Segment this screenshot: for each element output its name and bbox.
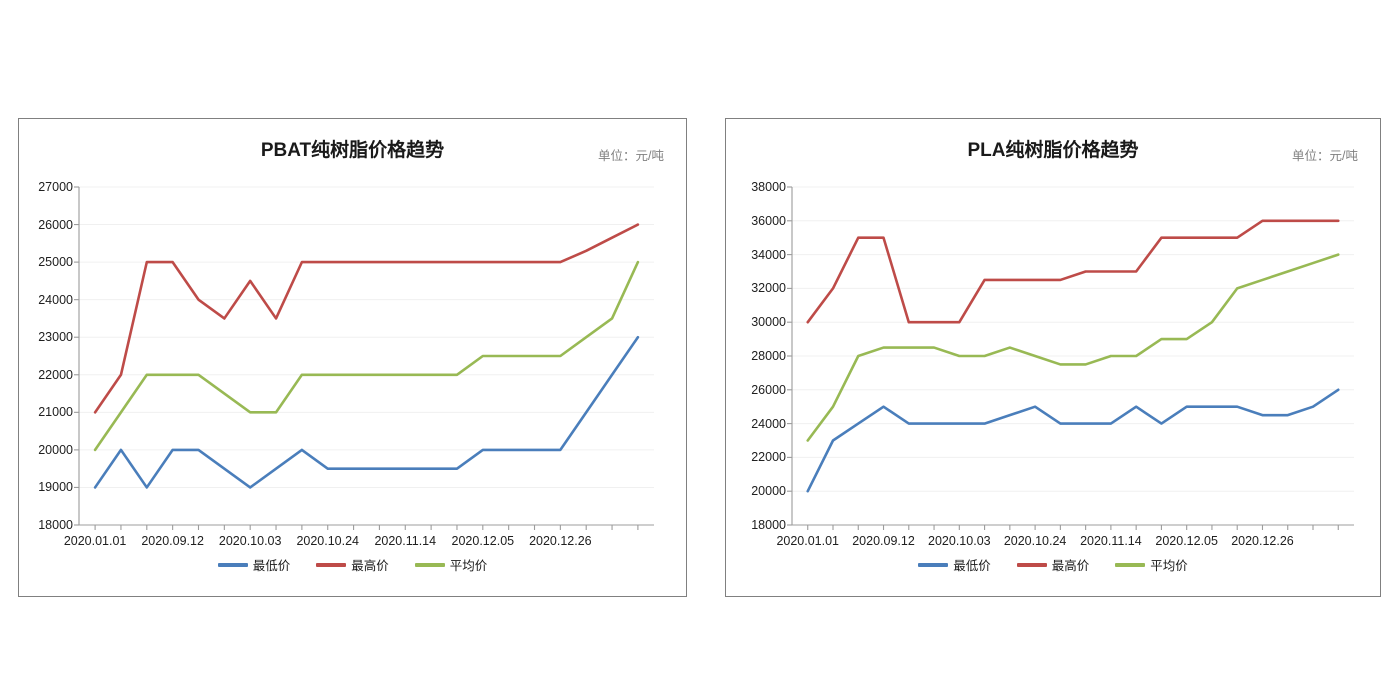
legend-label: 最低价 bbox=[252, 559, 291, 573]
legend-item[interactable]: 最高价 bbox=[316, 555, 389, 574]
x-axis-tick-label: 2020.01.01 bbox=[776, 534, 840, 548]
legend-item[interactable]: 平均价 bbox=[1115, 555, 1188, 574]
legend-item[interactable]: 最低价 bbox=[217, 555, 291, 574]
y-axis-tick-label: 18000 bbox=[38, 518, 73, 532]
page-title-pla: PLA纯树脂价格趋势 bbox=[967, 140, 1139, 161]
chart-panel-pla: PLA纯树脂价格趋势 单位：元/吨 18000 20000 22000 24000 26… bbox=[725, 118, 1381, 597]
legend-swatch-icon bbox=[918, 562, 949, 567]
legend-swatch-icon bbox=[316, 562, 347, 567]
legend-item[interactable]: 最高价 bbox=[1016, 555, 1090, 574]
legend-label: 最高价 bbox=[1051, 559, 1090, 573]
y-axis-tick-label: 32000 bbox=[751, 281, 786, 296]
x-axis-tick-label: 2020.10.03 bbox=[218, 534, 282, 548]
y-axis-tick-label: 26000 bbox=[751, 382, 786, 397]
x-axis-tick-label: 2020.12.05 bbox=[1155, 534, 1218, 548]
y-axis-tick-label: 25000 bbox=[38, 255, 73, 270]
x-axis-tick-label: 2020.11.14 bbox=[374, 534, 437, 548]
y-axis-tick-label: 22000 bbox=[751, 450, 786, 465]
legend-label: 平均价 bbox=[449, 559, 488, 573]
unit-label-pbat: 单位：元/吨 bbox=[598, 149, 664, 163]
y-axis-tick-label: 26000 bbox=[38, 217, 73, 232]
y-axis-tick-label: 22000 bbox=[38, 367, 73, 382]
chart-legend-pla: 最低价 最高价 平均价 bbox=[726, 555, 1380, 574]
x-axis-tick-label: 2020.12.05 bbox=[451, 534, 515, 548]
legend-swatch-icon bbox=[1115, 562, 1146, 567]
y-axis-tick-label: 24000 bbox=[38, 292, 73, 307]
y-axis-tick-label: 28000 bbox=[751, 349, 786, 363]
plot-area-pbat: 18000 19000 20000 21000 22000 23000 24000 25000… bbox=[38, 180, 654, 548]
chart-panel-pbat: PBAT纯树脂价格趋势 单位：元/吨 18000 19000 20000 21000 2… bbox=[18, 118, 687, 597]
y-axis-tick-label: 21000 bbox=[38, 405, 73, 420]
y-axis-tick-label: 24000 bbox=[751, 416, 786, 431]
x-axis-tick-label: 2020.12.26 bbox=[1231, 534, 1294, 548]
legend-label: 最高价 bbox=[351, 559, 389, 573]
y-axis-tick-label: 20000 bbox=[38, 442, 73, 457]
y-axis-tick-label: 34000 bbox=[751, 247, 786, 262]
unit-label-pla: 单位：元/吨 bbox=[1292, 149, 1358, 163]
legend-swatch-icon bbox=[414, 562, 445, 567]
y-axis-tick-label: 30000 bbox=[751, 315, 786, 330]
line-chart-pbat bbox=[74, 186, 654, 530]
page-title: PBAT纯树脂价格趋势 bbox=[260, 140, 445, 161]
plot-area-pla: 18000 20000 22000 24000 26000 28000 30000 32000… bbox=[751, 180, 1354, 548]
x-axis-tick-label: 2020.09.12 bbox=[852, 534, 915, 548]
y-axis-tick-label: 23000 bbox=[38, 330, 73, 345]
y-axis-tick-label: 38000 bbox=[751, 180, 786, 194]
y-axis-tick-label: 27000 bbox=[38, 180, 73, 194]
x-axis-tick-label: 2020.12.26 bbox=[529, 534, 592, 548]
x-axis-tick-label: 2020.01.01 bbox=[63, 534, 127, 548]
legend-swatch-icon bbox=[217, 562, 248, 567]
x-axis-tick-label: 2020.10.24 bbox=[296, 534, 359, 548]
chart-legend-pbat: 最低价 最高价 平均价 bbox=[19, 555, 686, 574]
x-axis-tick-label: 2020.11.14 bbox=[1080, 534, 1142, 548]
legend-label: 平均价 bbox=[1150, 559, 1188, 573]
x-axis-tick-label: 2020.10.03 bbox=[928, 534, 991, 548]
legend-item[interactable]: 平均价 bbox=[414, 555, 488, 574]
legend-item[interactable]: 最低价 bbox=[918, 555, 991, 574]
x-axis-tick-label: 2020.10.24 bbox=[1003, 534, 1067, 548]
y-axis-tick-label: 20000 bbox=[751, 484, 786, 499]
y-axis-tick-label: 18000 bbox=[751, 518, 786, 532]
legend-label: 最低价 bbox=[953, 559, 991, 573]
x-axis-tick-label: 2020.09.12 bbox=[141, 534, 204, 548]
line-chart-pla bbox=[787, 186, 1354, 530]
y-axis-tick-label: 19000 bbox=[38, 480, 73, 495]
legend-swatch-icon bbox=[1016, 562, 1047, 567]
y-axis-tick-label: 36000 bbox=[751, 213, 786, 228]
